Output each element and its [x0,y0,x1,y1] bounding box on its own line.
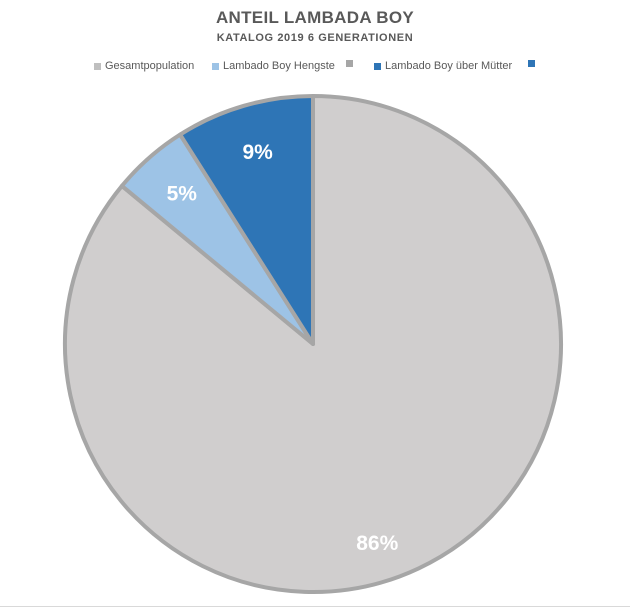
legend-swatch [94,62,101,70]
pie-slices [63,94,563,594]
legend-swatch [374,62,381,70]
bottom-divider [0,606,630,607]
legend-item: Gesamtpopulation [94,60,194,72]
legend-item: Lambado Boy über Mütter [374,60,512,72]
legend-item [346,60,357,67]
legend-swatch [528,60,535,67]
chart-title: ANTEIL LAMBADA BOY [215,8,415,27]
legend-item [528,60,539,67]
legend-label: Lambado Boy Hengste [223,60,335,72]
legend-item: Lambado Boy Hengste [212,60,335,72]
pie-data-label: 86% [356,532,398,555]
pie-data-label: 9% [242,141,273,164]
legend-swatch [212,62,219,70]
legend-label: Gesamtpopulation [105,60,195,72]
legend-label: Lambado Boy über Mütter [385,60,513,72]
chart-subtitle: KATALOG 2019 6 GENERATIONEN [216,32,414,44]
pie-slice [178,94,315,346]
legend-swatch [346,60,353,67]
chart-legend: Gesamtpopulation Lambado Boy Hengste Lamba… [0,60,630,76]
pie-data-label: 5% [167,183,198,206]
pie-data-labels: 86% 5% 9% [167,141,399,555]
